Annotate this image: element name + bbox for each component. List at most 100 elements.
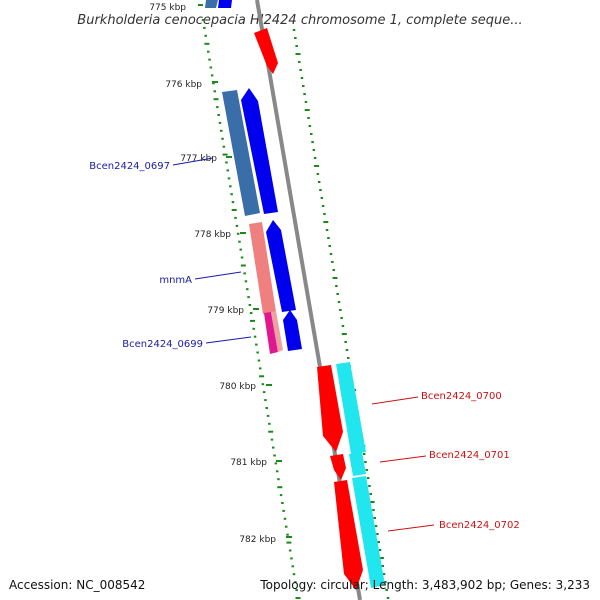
gc-dot xyxy=(288,549,292,552)
gc-dot xyxy=(247,296,250,299)
gc-dot xyxy=(331,261,334,263)
gc-dot xyxy=(266,414,270,417)
gc-dot xyxy=(286,533,289,536)
gc-dot xyxy=(240,264,246,267)
gc-dot xyxy=(384,581,387,583)
gc-dot xyxy=(225,161,228,164)
gc-dot xyxy=(337,301,341,303)
gc-dot xyxy=(221,137,224,140)
gene-box-bcen2424-0701 xyxy=(349,452,366,476)
gc-dot xyxy=(273,454,276,457)
gc-dot xyxy=(259,367,262,370)
gc-dot xyxy=(304,101,308,103)
cds-arrow-bcen2424-0700 xyxy=(317,365,343,452)
gc-dot xyxy=(295,597,301,599)
callout-line xyxy=(205,336,252,344)
gc-dot xyxy=(295,45,298,47)
gc-dot xyxy=(216,106,219,109)
gc-dot xyxy=(366,477,370,479)
gc-dot xyxy=(344,341,347,343)
gc-dot xyxy=(257,359,261,362)
gc-dot xyxy=(339,309,342,311)
gc-dot xyxy=(378,549,382,551)
gc-dot xyxy=(285,525,288,528)
gc-dot xyxy=(319,189,322,191)
gc-dot xyxy=(329,253,333,255)
gene-label-bcen2424-0699: Bcen2424_0699 xyxy=(122,339,203,350)
callout-line xyxy=(172,157,214,166)
gc-dot xyxy=(320,197,324,199)
gc-dot xyxy=(281,502,284,504)
cds-arrow-bcen2424-0699 xyxy=(283,310,302,351)
gc-dot xyxy=(294,37,297,39)
gene-label-mnma: mnmA xyxy=(159,275,192,286)
scale-ticks: 775 kbp 776 kbp 777 kbp 778 kbp 779 kbp … xyxy=(149,3,292,545)
gc-dot xyxy=(203,26,206,29)
gc-dot xyxy=(323,213,326,215)
gene-label-bcen2424-0701: Bcen2424_0701 xyxy=(429,450,510,461)
gc-dot xyxy=(328,245,331,247)
gc-dot xyxy=(253,335,257,338)
gc-dot xyxy=(210,74,214,77)
gc-dot xyxy=(286,541,292,544)
gc-dot xyxy=(312,149,316,151)
gc-dot xyxy=(300,77,304,79)
gc-dot xyxy=(298,61,301,63)
gc-dot xyxy=(294,581,297,584)
gc-dot xyxy=(369,501,375,503)
gc-dot xyxy=(279,494,283,497)
gc-dot xyxy=(227,177,231,180)
gc-dot xyxy=(244,280,248,283)
callout-line xyxy=(194,271,242,280)
gc-dot xyxy=(230,193,233,196)
gc-dot xyxy=(259,375,265,378)
gc-dot xyxy=(209,66,213,69)
gc-dot xyxy=(201,19,205,21)
tick-label: 777 kbp xyxy=(180,154,217,164)
gene-box-bcen2424-0697 xyxy=(222,90,260,216)
gc-dot xyxy=(308,125,312,127)
gc-dot xyxy=(292,29,296,31)
gc-dot xyxy=(316,173,320,175)
gc-dot xyxy=(295,589,298,592)
gc-dot xyxy=(268,430,274,433)
gc-dot xyxy=(272,446,275,449)
gc-dot xyxy=(213,90,216,93)
gc-dot xyxy=(204,42,210,45)
gc-dot xyxy=(340,317,343,319)
gc-dot xyxy=(341,325,345,327)
gc-dot xyxy=(295,53,301,55)
gc-dot xyxy=(252,327,255,330)
gc-dot xyxy=(218,121,222,124)
gc-dot xyxy=(262,391,266,394)
gc-dot xyxy=(255,343,258,346)
gc-dot xyxy=(302,85,305,87)
gc-dot xyxy=(365,469,369,471)
gene-labels: Bcen2424_0697 mnmA Bcen2424_0699 Bcen242… xyxy=(89,157,520,532)
gene-label-bcen2424-0697: Bcen2424_0697 xyxy=(89,161,170,172)
gc-dot xyxy=(249,312,253,314)
gc-dot xyxy=(268,422,271,425)
gc-dot xyxy=(369,493,372,495)
gc-dot xyxy=(283,517,287,520)
gc-dot xyxy=(275,470,279,473)
gc-dot xyxy=(307,117,310,119)
gc-dot xyxy=(261,383,265,386)
gc-dot xyxy=(382,573,386,575)
gc-dot xyxy=(341,333,347,335)
gc-dot xyxy=(291,565,294,568)
gene-box-bcen2424-0699 xyxy=(264,312,278,354)
gc-dot xyxy=(332,269,335,271)
callout-line xyxy=(387,524,435,532)
gene-label-bcen2424-0700: Bcen2424_0700 xyxy=(421,391,502,402)
gc-dot xyxy=(364,461,367,463)
gc-dot xyxy=(347,357,350,359)
tick-label: 782 kbp xyxy=(239,535,276,545)
gc-dot xyxy=(321,205,325,207)
gc-dot xyxy=(226,169,229,172)
gc-dot xyxy=(265,407,268,409)
gc-dot xyxy=(332,277,338,279)
gc-dot xyxy=(377,541,380,543)
callout-line xyxy=(379,455,427,463)
tick-label: 778 kbp xyxy=(194,230,231,240)
